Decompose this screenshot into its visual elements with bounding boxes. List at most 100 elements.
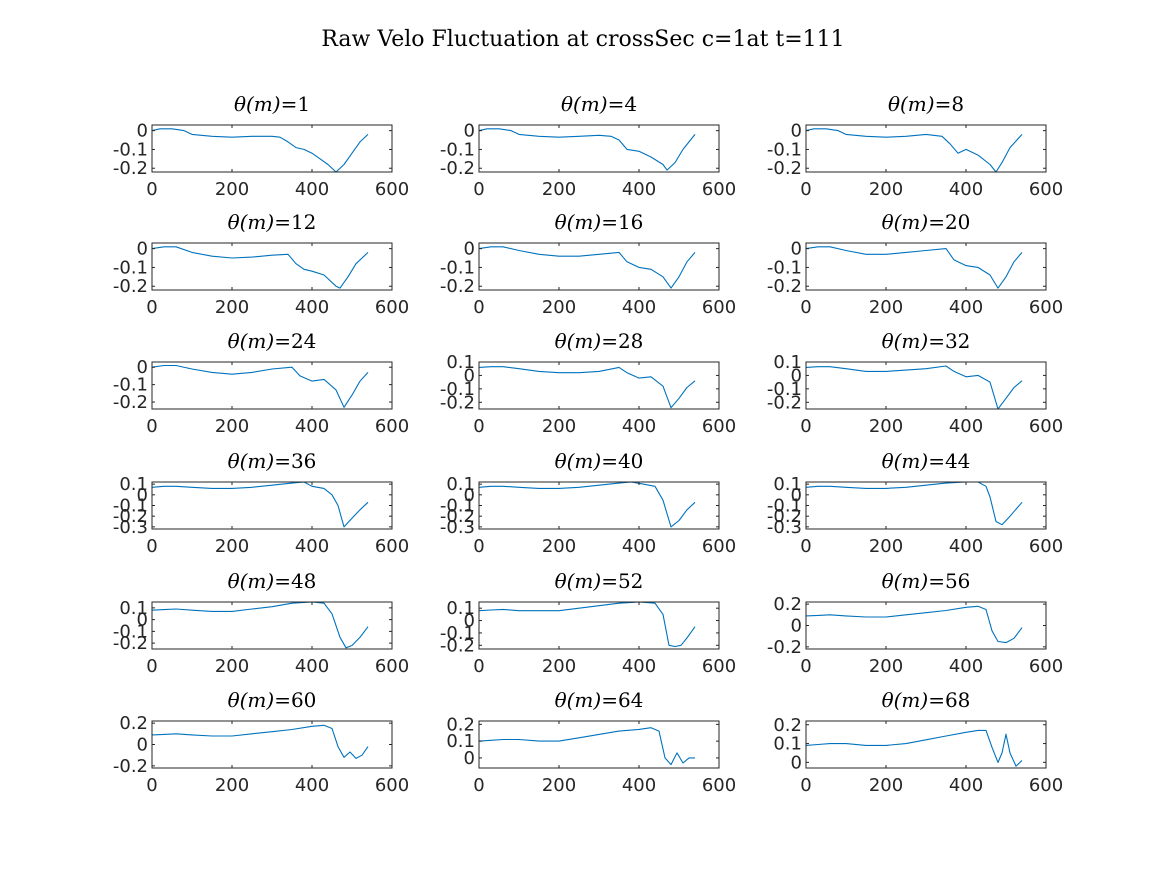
y-tick-label: -0.2 — [113, 276, 148, 297]
y-tick-label: 0 — [464, 121, 475, 142]
y-tick-label: -0.1 — [113, 257, 148, 278]
subplot-title-value: =12 — [274, 210, 316, 234]
x-tick-label: 200 — [869, 416, 903, 437]
y-tick-label: -0.1 — [767, 257, 802, 278]
y-tick-label: 0 — [791, 485, 802, 506]
y-tick-label: 0.1 — [446, 731, 475, 752]
subplot-title: θ(m)=52 — [555, 569, 644, 593]
x-tick-label: 200 — [869, 297, 903, 318]
x-tick-label: 400 — [949, 656, 983, 677]
x-tick-label: 200 — [869, 536, 903, 557]
x-tick-label: 0 — [146, 536, 157, 557]
y-tick-label: -0.1 — [767, 139, 802, 160]
y-tick-label: -0.3 — [767, 517, 802, 538]
y-tick-label: 0.1 — [773, 352, 802, 373]
y-tick-label: 0 — [137, 610, 148, 631]
x-tick-label: 0 — [800, 536, 811, 557]
x-tick-label: 0 — [146, 297, 157, 318]
x-tick-label: 400 — [949, 536, 983, 557]
y-tick-label: 0 — [464, 485, 475, 506]
x-tick-label: 0 — [146, 656, 157, 677]
y-tick-label: -0.2 — [440, 276, 475, 297]
y-tick-label: -0.1 — [767, 379, 802, 400]
y-tick-label: 0 — [137, 121, 148, 142]
y-tick-label: -0.2 — [113, 392, 148, 413]
x-tick-label: 200 — [215, 179, 249, 200]
y-tick-label: 0 — [137, 735, 148, 756]
subplot-title-value: =44 — [928, 449, 970, 473]
y-tick-label: -0.1 — [113, 621, 148, 642]
x-tick-label: 400 — [949, 416, 983, 437]
y-tick-label: -0.1 — [113, 496, 148, 517]
x-tick-label: 200 — [215, 416, 249, 437]
series-line — [479, 482, 696, 528]
x-tick-label: 0 — [146, 179, 157, 200]
series-line — [152, 724, 369, 759]
y-tick-label: 0.1 — [119, 474, 148, 495]
y-tick-label: 0 — [791, 121, 802, 142]
subplot-title-var: θ(m) — [882, 210, 929, 234]
axes-box — [805, 720, 1047, 769]
series-line — [806, 605, 1023, 644]
y-tick-label: -0.2 — [767, 392, 802, 413]
subplot-title-value: =24 — [274, 329, 316, 353]
subplot-title-var: θ(m) — [228, 449, 275, 473]
x-tick-label: 200 — [542, 179, 576, 200]
x-tick-label: 400 — [295, 297, 329, 318]
subplot-title-value: =40 — [601, 449, 643, 473]
y-tick-label: -0.2 — [113, 633, 148, 654]
subplot-title-value: =4 — [608, 92, 637, 116]
x-tick-label: 400 — [949, 179, 983, 200]
x-tick-label: 400 — [295, 179, 329, 200]
x-tick-label: 600 — [1029, 179, 1063, 200]
series-line — [152, 602, 369, 649]
series-line — [806, 128, 1023, 172]
subplot-title-value: =52 — [601, 569, 643, 593]
x-tick-label: 0 — [473, 179, 484, 200]
subplot-title: θ(m)=12 — [228, 210, 317, 234]
subplot-title-var: θ(m) — [555, 329, 602, 353]
series-line — [806, 246, 1023, 289]
subplot-title: θ(m)=60 — [228, 688, 317, 712]
subplot-title-value: =60 — [274, 688, 316, 712]
series-line — [152, 482, 369, 528]
x-tick-label: 200 — [869, 775, 903, 796]
y-tick-label: -0.1 — [440, 257, 475, 278]
subplot-title: θ(m)=32 — [882, 329, 971, 353]
x-tick-label: 400 — [295, 536, 329, 557]
subplot-title: θ(m)=68 — [882, 688, 971, 712]
subplot-title: θ(m)=8 — [888, 92, 964, 116]
x-tick-label: 200 — [215, 656, 249, 677]
y-tick-label: 0 — [137, 239, 148, 260]
subplot-title-var: θ(m) — [228, 569, 275, 593]
axes-box — [478, 361, 720, 410]
y-tick-label: 0 — [791, 752, 802, 773]
axes-box — [805, 124, 1047, 173]
y-tick-label: -0.2 — [440, 392, 475, 413]
y-tick-label: 0.1 — [446, 598, 475, 619]
x-tick-label: 200 — [542, 297, 576, 318]
axes-box — [478, 242, 720, 291]
x-tick-label: 400 — [295, 775, 329, 796]
y-tick-label: -0.1 — [113, 375, 148, 396]
figure-title: Raw Velo Fluctuation at crossSec c=1at t… — [321, 27, 844, 52]
y-tick-label: 0 — [791, 239, 802, 260]
y-tick-label: 0.2 — [773, 715, 802, 736]
subplot-title-var: θ(m) — [228, 329, 275, 353]
y-tick-label: -0.2 — [440, 158, 475, 179]
x-tick-label: 600 — [702, 536, 736, 557]
x-tick-label: 0 — [146, 416, 157, 437]
y-tick-label: -0.2 — [767, 276, 802, 297]
subplot-title: θ(m)=56 — [882, 569, 971, 593]
y-tick-label: -0.2 — [113, 506, 148, 527]
x-tick-label: 200 — [542, 416, 576, 437]
